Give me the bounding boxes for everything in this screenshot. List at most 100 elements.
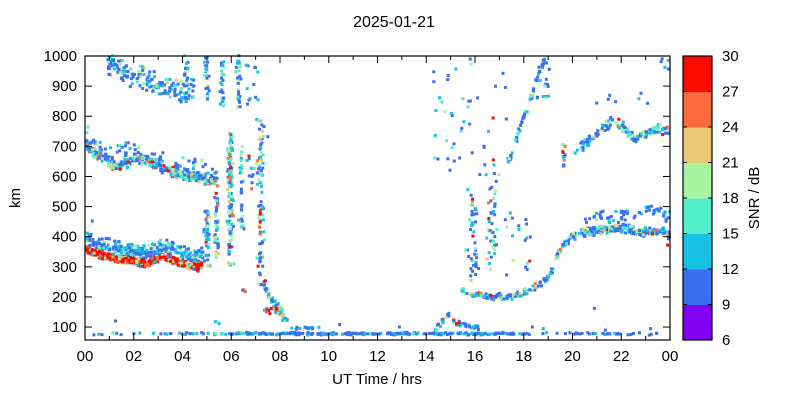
scatter-point xyxy=(124,144,127,148)
scatter-point xyxy=(126,70,130,74)
scatter-point xyxy=(120,71,124,75)
x-tick-label: 14 xyxy=(418,348,435,365)
scatter-point xyxy=(548,272,552,275)
scatter-point xyxy=(133,148,137,152)
scatter-point xyxy=(93,154,97,158)
scatter-point xyxy=(591,230,594,234)
scatter-point xyxy=(638,229,641,232)
scatter-point xyxy=(592,215,596,218)
scatter-point xyxy=(147,73,151,77)
scatter-point xyxy=(151,261,155,265)
scatter-point xyxy=(158,248,162,252)
scatter-point xyxy=(251,332,255,336)
scatter-point xyxy=(258,260,262,263)
scatter-point xyxy=(111,166,115,170)
scatter-point xyxy=(662,231,666,235)
scatter-point xyxy=(260,184,263,188)
scatter-point xyxy=(239,153,243,157)
scatter-point xyxy=(573,231,577,235)
scatter-point xyxy=(493,192,497,196)
scatter-point xyxy=(130,72,134,76)
scatter-point xyxy=(565,242,568,246)
scatter-point xyxy=(121,258,125,261)
scatter-point xyxy=(119,244,122,248)
scatter-point xyxy=(521,332,525,336)
scatter-point xyxy=(205,55,209,59)
scatter-point xyxy=(182,176,186,180)
scatter-point xyxy=(489,255,493,259)
scatter-point xyxy=(150,152,154,156)
scatter-point xyxy=(601,124,605,127)
scatter-point xyxy=(633,137,637,141)
y-tick-label: 700 xyxy=(52,138,77,155)
scatter-point xyxy=(543,280,547,284)
scatter-point xyxy=(204,240,208,244)
scatter-point xyxy=(467,99,471,103)
scatter-point xyxy=(595,101,599,105)
chart-title: 2025-01-21 xyxy=(353,14,435,31)
scatter-point xyxy=(444,331,448,335)
scatter-point xyxy=(204,66,208,70)
scatter-point xyxy=(89,232,93,236)
scatter-point xyxy=(119,251,123,255)
scatter-point xyxy=(123,246,127,250)
scatter-point xyxy=(207,253,210,257)
scatter-point xyxy=(135,248,139,252)
scatter-point xyxy=(86,247,90,251)
scatter-point xyxy=(221,91,225,95)
scatter-point xyxy=(530,325,534,329)
scatter-point xyxy=(134,252,138,256)
scatter-point xyxy=(200,331,204,335)
scatter-point xyxy=(188,255,192,259)
scatter-point xyxy=(121,251,125,255)
scatter-point xyxy=(241,288,245,292)
scatter-point xyxy=(201,165,205,169)
scatter-point xyxy=(205,231,209,235)
scatter-point xyxy=(102,241,106,245)
scatter-point xyxy=(607,120,611,124)
scatter-point xyxy=(268,295,272,299)
colorbar-band xyxy=(683,127,712,163)
scatter-point xyxy=(236,95,240,99)
scatter-point xyxy=(204,87,208,90)
scatter-point xyxy=(142,154,146,158)
scatter-point xyxy=(604,332,608,336)
scatter-point xyxy=(99,255,103,259)
scatter-point xyxy=(524,265,528,269)
scatter-point xyxy=(135,80,139,84)
scatter-point xyxy=(547,67,551,71)
scatter-point xyxy=(545,278,549,282)
scatter-point xyxy=(125,158,129,162)
scatter-point xyxy=(436,157,440,161)
scatter-point xyxy=(604,119,608,123)
scatter-point xyxy=(96,252,99,256)
scatter-point xyxy=(107,248,111,252)
scatter-point xyxy=(174,161,178,165)
scatter-point xyxy=(93,156,97,160)
scatter-point xyxy=(449,111,453,115)
scatter-point xyxy=(658,230,662,234)
scatter-point xyxy=(243,290,247,294)
scatter-point xyxy=(666,243,670,247)
scatter-point xyxy=(264,310,268,314)
scatter-point xyxy=(107,67,110,71)
scatter-point xyxy=(479,293,483,297)
scatter-point xyxy=(153,260,157,264)
scatter-point xyxy=(231,161,235,165)
scatter-point xyxy=(485,236,489,240)
scatter-point xyxy=(89,249,93,252)
scatter-point xyxy=(119,62,123,66)
scatter-point xyxy=(259,163,263,167)
scatter-point xyxy=(247,154,251,158)
scatter-point xyxy=(231,214,235,218)
scatter-point xyxy=(184,177,188,181)
scatter-point xyxy=(588,217,592,221)
scatter-point xyxy=(136,145,140,149)
scatter-point xyxy=(509,332,513,336)
scatter-point xyxy=(601,225,605,228)
y-tick-label: 200 xyxy=(52,289,77,306)
scatter-point xyxy=(100,151,104,155)
scatter-point xyxy=(179,87,183,91)
scatter-point xyxy=(158,156,162,160)
scatter-point xyxy=(146,154,150,158)
